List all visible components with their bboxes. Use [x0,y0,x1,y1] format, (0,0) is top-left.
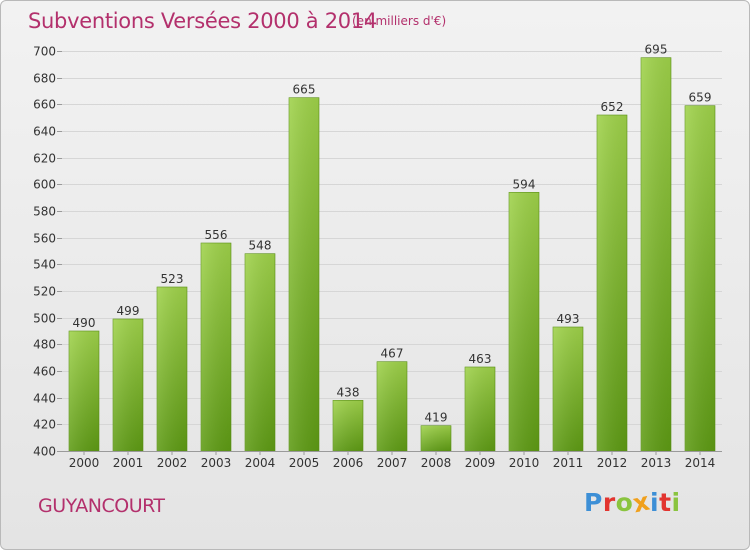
value-label: 594 [513,177,536,191]
y-tick-label: 640 [33,125,56,139]
x-tick-label: 2014 [685,456,716,470]
value-label: 659 [689,91,712,105]
bar-shade [113,319,143,451]
bar-shade [509,192,539,452]
bar-shade [685,105,715,452]
bar-shade [465,367,495,451]
logo-letter: i [671,488,681,517]
y-tick-label: 560 [33,232,56,246]
x-tick-label: 2001 [113,456,144,470]
value-label: 695 [645,43,668,57]
bar-shade [245,253,275,451]
proxiti-logo[interactable]: Proxiti [584,487,681,519]
y-tick-label: 680 [33,72,56,86]
bar-shade [333,400,363,451]
value-label: 463 [469,352,492,366]
logo-letter: o [615,488,634,517]
x-tick-label: 2003 [201,456,232,470]
y-tick-label: 460 [33,365,56,379]
x-tick-label: 2010 [509,456,540,470]
y-tick-label: 600 [33,178,56,192]
value-label: 499 [117,304,140,318]
x-tick-label: 2007 [377,456,408,470]
bar-shade [421,425,451,451]
y-tick-label: 620 [33,152,56,166]
value-label: 665 [293,83,316,97]
bars [68,57,716,452]
value-label: 548 [249,239,272,253]
bar-shade [641,57,671,452]
bar-shade [69,331,99,451]
x-tick-label: 2013 [641,456,672,470]
x-tick-label: 2012 [597,456,628,470]
bar-shade [289,97,319,452]
x-tick-label: 2005 [289,456,320,470]
x-axis-ticks: 2000 2001 2002 2003 2004 2005 2006 2007 2008 2009… [69,451,716,470]
x-tick-label: 2011 [553,456,584,470]
bar-shade [157,287,187,451]
value-label: 467 [381,347,404,361]
y-tick-label: 520 [33,285,56,299]
bar-shade [597,115,627,451]
value-label: 419 [425,411,448,425]
x-tick-label: 2002 [157,456,188,470]
x-tick-label: 2006 [333,456,364,470]
x-tick-label: 2000 [69,456,100,470]
y-tick-label: 440 [33,392,56,406]
value-label: 493 [557,312,580,326]
value-label: 438 [337,385,360,399]
bar-shade [377,361,407,451]
x-tick-label: 2008 [421,456,452,470]
logo-letter: i [650,488,660,517]
chart-unit-label: (en milliers d'€) [352,14,447,28]
y-tick-label: 400 [33,445,56,459]
x-tick-label: 2009 [465,456,496,470]
logo-letter: t [659,488,672,517]
value-labels: 490 499 523 556 548 665 438 467 419 463 594 493 652 6… [73,43,712,425]
y-tick-label: 660 [33,98,56,112]
bar-shade [553,327,583,451]
logo-letter: r [602,488,616,517]
chart-title: Subventions Versées 2000 à 2014 [28,9,377,33]
value-label: 652 [601,100,624,114]
logo-letter: P [584,488,603,517]
value-label: 490 [73,316,96,330]
value-label: 556 [205,228,228,242]
value-label: 523 [161,272,184,286]
y-tick-label: 540 [33,258,56,272]
x-tick-label: 2004 [245,456,276,470]
y-tick-label: 700 [33,45,56,59]
y-tick-label: 580 [33,205,56,219]
y-axis-ticks: 400 420 440 460 480 500 520 540 560 580 600 620 640 6… [33,45,62,459]
bar-shade [201,243,231,451]
y-tick-label: 420 [33,418,56,432]
y-tick-label: 500 [33,312,56,326]
city-name: GUYANCOURT [38,495,165,517]
y-tick-label: 480 [33,338,56,352]
